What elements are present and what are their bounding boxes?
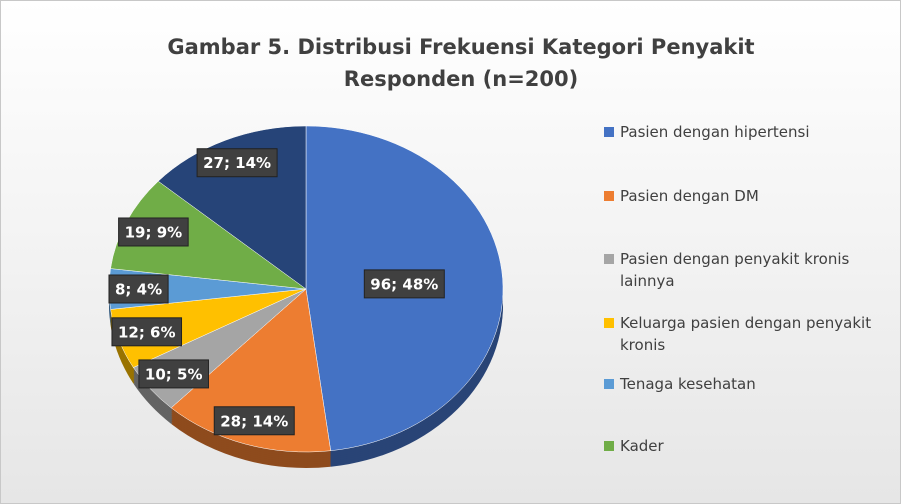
legend-item: Pasien dengan DM: [604, 185, 894, 207]
pie-area: 96; 48% 28; 14% 10; 5% 12; 6% 8; 4% 19; 9% 27;…: [108, 125, 504, 468]
data-label-box: [213, 406, 295, 436]
legend-label: Pasien dengan hipertensi: [620, 123, 810, 141]
legend-item: Kader: [604, 435, 894, 457]
legend-swatch: [604, 191, 614, 201]
data-label: 27; 14%: [203, 154, 271, 172]
legend-label: Pasien dengan DM: [620, 187, 759, 205]
data-label: 96; 48%: [370, 275, 438, 293]
legend-label: Tenaga kesehatan: [620, 375, 756, 393]
legend-item: Tenaga kesehatan: [604, 373, 894, 395]
chart-title: Gambar 5. Distribusi Frekuensi Kategori …: [167, 35, 755, 91]
data-label-box: [138, 359, 209, 389]
data-label-box: [118, 217, 189, 247]
legend-swatch: [604, 127, 614, 137]
legend-item: Pasien dengan hipertensi: [604, 121, 894, 143]
data-label: 19; 9%: [125, 223, 183, 241]
data-label-box: [111, 317, 183, 347]
legend-swatch: [604, 254, 614, 264]
legend-swatch: [604, 379, 614, 389]
legend-swatch: [604, 441, 614, 451]
data-label: 28; 14%: [220, 412, 288, 430]
legend-item: Keluarga pasien dengan penyakit kronis: [604, 312, 894, 356]
data-label: 10; 5%: [145, 365, 203, 383]
data-label-box: [108, 274, 169, 304]
legend-label: Keluarga pasien dengan penyakit kronis: [620, 314, 872, 354]
legend-label: Kader: [620, 437, 664, 455]
data-label-box: [363, 269, 445, 299]
data-label: 8; 4%: [115, 281, 162, 299]
legend-swatch: [604, 318, 614, 328]
legend-label: Pasien dengan penyakit kronis lainnya: [620, 250, 850, 290]
data-label: 12; 6%: [118, 323, 176, 341]
legend-item: Pasien dengan penyakit kronis lainnya: [604, 248, 894, 292]
data-label-box: [196, 148, 278, 178]
